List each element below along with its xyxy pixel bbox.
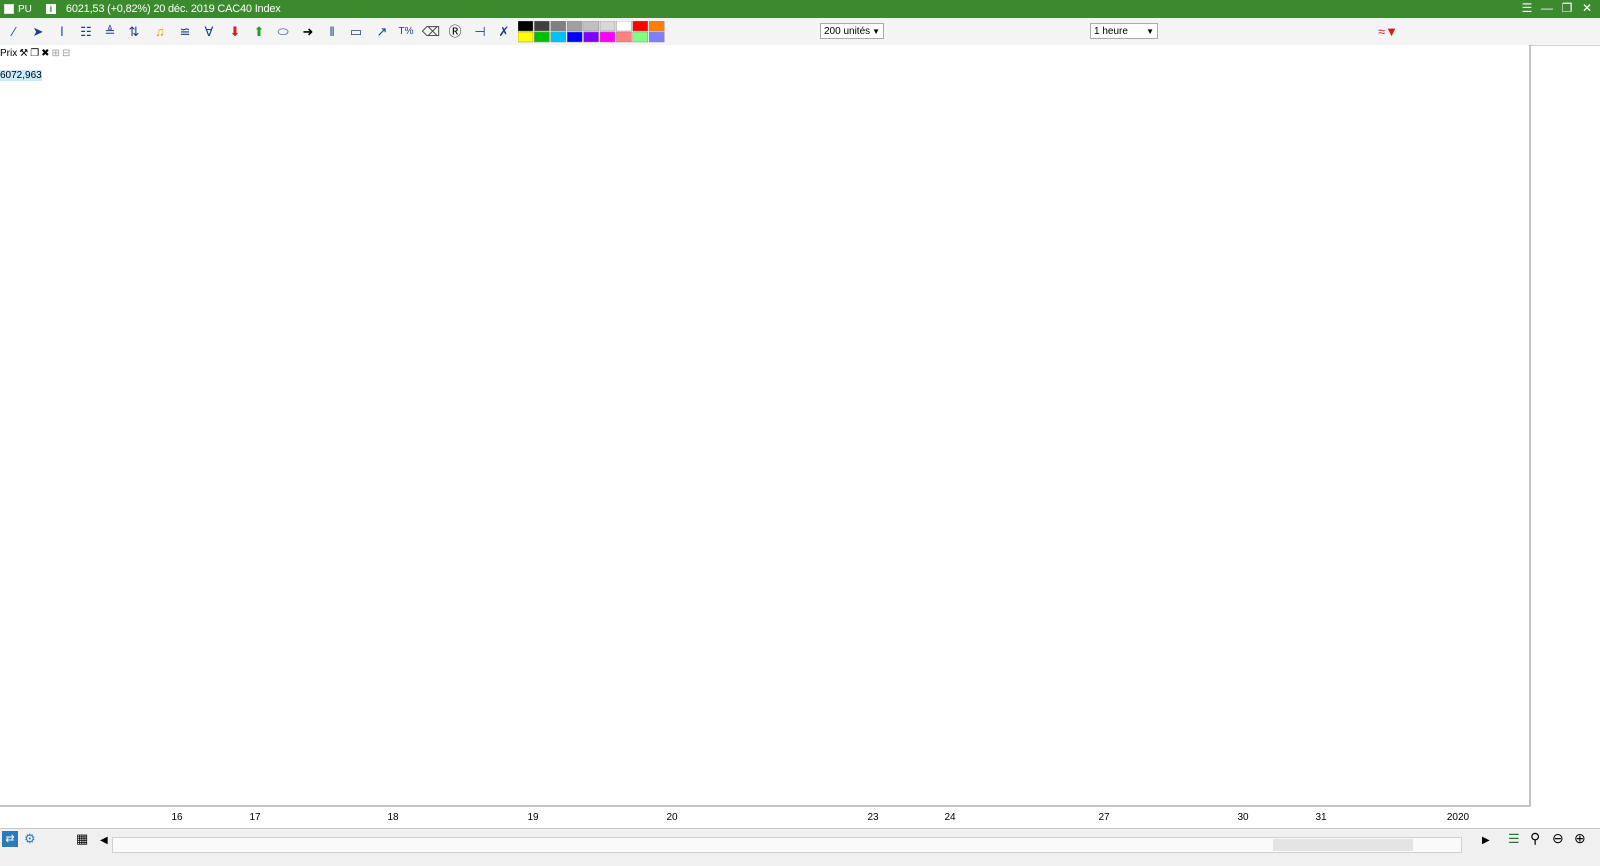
x-tick-label: 17 xyxy=(249,812,261,823)
restore-icon[interactable]: ❐ xyxy=(1561,1,1573,15)
x-tick-label: 31 xyxy=(1315,812,1327,823)
horizontal-scrollbar[interactable] xyxy=(112,837,1462,853)
chevron-down-icon: ▼ xyxy=(1146,27,1154,36)
palette-swatch[interactable] xyxy=(616,31,632,43)
info-icon[interactable]: i xyxy=(45,4,56,14)
zoom-fit-icon[interactable]: ⚲ xyxy=(1530,830,1541,846)
vertical-line-icon[interactable]: ǀ xyxy=(60,24,64,39)
zoom-out-icon[interactable]: ⊖ xyxy=(1552,830,1564,846)
fan-icon[interactable]: ≌ xyxy=(179,24,191,39)
up-arrow-icon[interactable]: ⬆ xyxy=(253,24,265,39)
window-menu-icon[interactable] xyxy=(4,4,14,14)
palette-swatch[interactable] xyxy=(534,31,550,43)
price-panel-header: Prix ⚒ ❐ ✖ ⊞ ⊟ xyxy=(0,46,70,60)
color-palette[interactable] xyxy=(518,21,666,43)
chart-type-icon[interactable]: ☰ xyxy=(1508,831,1520,846)
rectangle-icon[interactable]: ▭ xyxy=(349,24,363,39)
palette-swatch[interactable] xyxy=(632,21,649,32)
calculator-icon[interactable]: ▦ xyxy=(76,831,89,846)
palette-swatch[interactable] xyxy=(648,31,665,43)
x-tick-label: 23 xyxy=(867,812,879,823)
palette-swatch[interactable] xyxy=(648,21,665,32)
x-tick-label: 30 xyxy=(1237,812,1249,823)
pu-dropdown[interactable]: PU xyxy=(18,3,32,15)
palette-swatch[interactable] xyxy=(583,31,599,43)
text-icon[interactable]: Ⓡ xyxy=(448,24,462,39)
chevron-down-icon: ▼ xyxy=(872,27,880,36)
palette-swatch[interactable] xyxy=(518,21,534,32)
palette-swatch[interactable] xyxy=(566,31,583,43)
indicators-icon[interactable]: ≈▼ xyxy=(1377,24,1398,39)
list-icon[interactable]: ☰ xyxy=(1521,1,1533,15)
scrollbar-thumb[interactable] xyxy=(1273,839,1413,851)
scroll-left-icon[interactable]: ◀ xyxy=(100,835,108,846)
palette-swatch[interactable] xyxy=(518,31,534,43)
price-chart[interactable]: RESISTANCE 6080-6073SUPPORT 5991-6003SUP… xyxy=(0,45,1600,828)
share-icon[interactable]: ⇄ xyxy=(2,831,18,847)
title-bar: PU i 6021,53 (+0,82%) 20 déc. 2019 CAC40… xyxy=(0,0,1600,18)
window-icon[interactable]: ❐ xyxy=(30,47,40,59)
chart-settings-icon[interactable]: ⚙ xyxy=(24,831,36,846)
channel-icon[interactable]: ≜ xyxy=(104,24,116,39)
zoom-in-icon[interactable]: ⊕ xyxy=(1574,830,1586,846)
channel-lines-icon[interactable]: ‖ xyxy=(329,24,335,39)
arrows-icon[interactable]: ⇅ xyxy=(128,24,140,39)
palette-swatch[interactable] xyxy=(632,31,649,43)
percent-line-icon[interactable]: T% xyxy=(398,26,414,37)
crosshair-value: 6072,963 xyxy=(0,70,42,81)
palette-swatch[interactable] xyxy=(583,21,599,32)
trash-icon[interactable]: ⌫ xyxy=(421,24,441,39)
plot-area[interactable] xyxy=(0,45,1530,806)
palette-swatch[interactable] xyxy=(599,21,616,32)
scroll-right-icon[interactable]: ▶ xyxy=(1482,835,1490,846)
trend-arrow-icon[interactable]: ↗ xyxy=(376,24,388,39)
right-arrow-icon[interactable]: ➜ xyxy=(302,24,314,39)
alarm-bell-icon[interactable]: ♫ xyxy=(155,24,165,39)
close-icon[interactable]: ✕ xyxy=(1581,1,1593,15)
minus-icon[interactable]: ⊟ xyxy=(61,47,71,59)
x-tick-label: 20 xyxy=(666,812,678,823)
drawing-toolbar: ∕ ➤ ǀ ☷ ≜ ⇅ ♫ ≌ ∀ ⬇ ⬆ ⬭ ➜ ‖ ▭ ↗ T% ⌫ Ⓡ ⊣… xyxy=(0,18,1600,46)
down-arrow-icon[interactable]: ⬇ xyxy=(229,24,241,39)
minimize-icon[interactable]: — xyxy=(1541,1,1553,15)
units-select[interactable]: 200 unités ▼ xyxy=(820,23,884,39)
palette-swatch[interactable] xyxy=(550,31,567,43)
palette-swatch[interactable] xyxy=(550,21,567,32)
cross-icon[interactable]: ✗ xyxy=(498,24,510,39)
period-select[interactable]: 1 heure ▼ xyxy=(1090,23,1158,39)
x-tick-label: 19 xyxy=(527,812,539,823)
fibonacci-icon[interactable]: ☷ xyxy=(80,24,92,39)
palette-swatch[interactable] xyxy=(616,21,632,32)
status-bar: ⇄ ⚙ ▦ ◀ ▶ ☰ ⚲ ⊖ ⊕ xyxy=(0,828,1600,866)
hline-icon[interactable]: ⊣ xyxy=(474,24,486,39)
palette-swatch[interactable] xyxy=(566,21,583,32)
units-value: 200 unités xyxy=(824,26,871,37)
x-tick-label: 16 xyxy=(171,812,183,823)
x-tick-label: 24 xyxy=(944,812,956,823)
x-tick-label: 27 xyxy=(1098,812,1110,823)
cursor-icon[interactable]: ➤ xyxy=(32,24,44,39)
x-tick-label: 2020 xyxy=(1447,812,1470,823)
price-panel-label: Prix xyxy=(0,47,18,59)
plus-icon[interactable]: ⊞ xyxy=(51,47,60,59)
window-title: 6021,53 (+0,82%) 20 déc. 2019 CAC40 Inde… xyxy=(65,3,281,15)
line-tool-icon[interactable]: ∕ xyxy=(12,24,16,39)
ellipse-icon[interactable]: ⬭ xyxy=(277,24,289,39)
wrench-icon[interactable]: ⚒ xyxy=(19,47,29,59)
period-value: 1 heure xyxy=(1094,26,1128,37)
gann-icon[interactable]: ∀ xyxy=(204,24,214,39)
palette-swatch[interactable] xyxy=(599,31,616,43)
x-tick-label: 18 xyxy=(387,812,399,823)
close-panel-icon[interactable]: ✖ xyxy=(41,47,50,59)
palette-swatch[interactable] xyxy=(534,21,550,32)
